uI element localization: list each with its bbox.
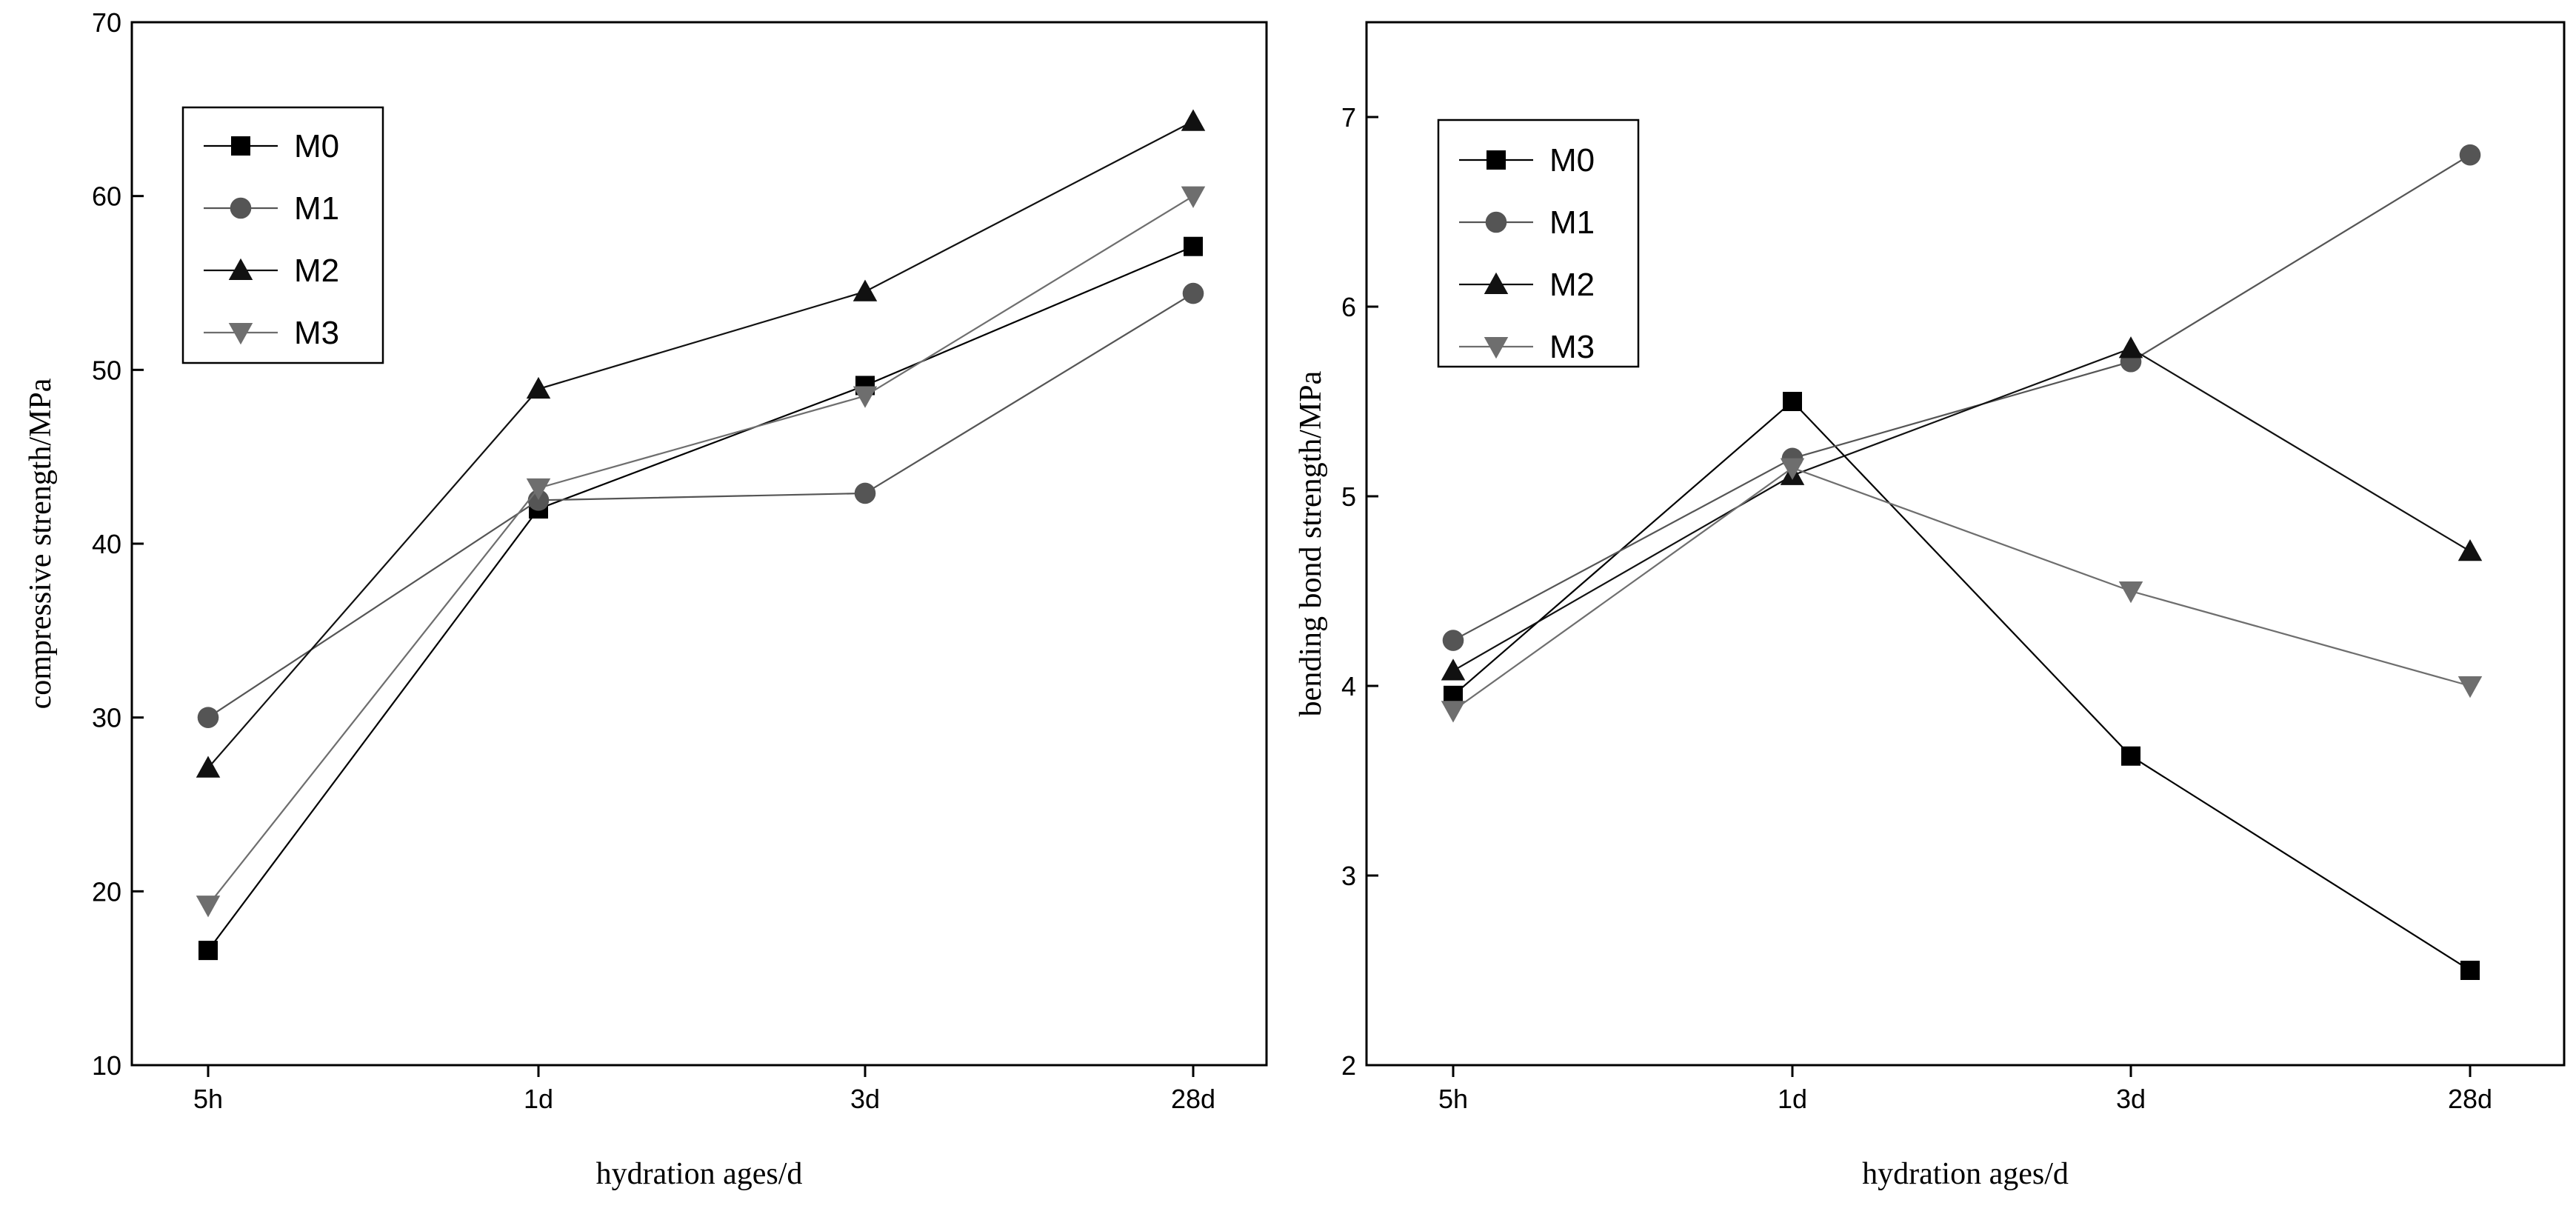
series-M0-point-5h bbox=[198, 941, 218, 961]
y-tick-label-1: 20 bbox=[92, 876, 121, 907]
y-tick-label-3: 5 bbox=[1341, 481, 1356, 512]
series-M0-line bbox=[207, 245, 1194, 951]
y-tick-label-4: 6 bbox=[1341, 292, 1356, 322]
series-M0-point-1d bbox=[1783, 392, 1802, 411]
series-M1-point-28d bbox=[2459, 144, 2481, 166]
series-M0-point-3d bbox=[2121, 746, 2140, 766]
x-tick-label-3: 28d bbox=[2448, 1084, 2492, 1114]
series-M2-line bbox=[207, 120, 1194, 769]
legend-marker-M2 bbox=[1484, 272, 1509, 294]
x-tick-label-3: 28d bbox=[1171, 1084, 1215, 1114]
series-M2-point-1d bbox=[526, 376, 551, 399]
y-tick-label-5: 7 bbox=[1341, 102, 1356, 133]
x-tick-label-2: 3d bbox=[850, 1084, 880, 1114]
y-tick-label-6: 70 bbox=[92, 7, 121, 38]
legend-marker-M0 bbox=[1486, 150, 1506, 170]
chart-1: 10 20 30 40 50 60 70 5h 1d 3d 28d hydration ages/d c… bbox=[24, 7, 1268, 1191]
y-axis-label: bending bond strength/MPa bbox=[1294, 370, 1328, 716]
legend-marker-M3 bbox=[228, 323, 253, 345]
x-axis-label: hydration ages/d bbox=[1862, 1157, 2069, 1191]
series-M3-point-5h bbox=[1441, 701, 1466, 723]
x-tick-label-1: 1d bbox=[524, 1084, 553, 1114]
series-M1-line bbox=[207, 293, 1194, 718]
legend-label-M2: M2 bbox=[294, 253, 339, 289]
series-M3-line bbox=[207, 195, 1194, 906]
legend-label-M2: M2 bbox=[1549, 267, 1595, 303]
series-M3-point-1d bbox=[1780, 458, 1805, 480]
series-M1-point-5h bbox=[197, 707, 219, 728]
y-tick-label-4: 50 bbox=[92, 355, 121, 385]
legend-label-M3: M3 bbox=[294, 315, 339, 351]
series-M1-line bbox=[1452, 154, 2471, 641]
legend-label-M0: M0 bbox=[1549, 142, 1595, 179]
legend-marker-M2 bbox=[228, 258, 253, 280]
series-M3-point-1d bbox=[526, 478, 551, 501]
y-axis-label: compressive strength/MPa bbox=[24, 378, 58, 709]
legend-box bbox=[1437, 119, 1640, 368]
legend-marker-M3 bbox=[1484, 337, 1509, 359]
y-tick-label-5: 60 bbox=[92, 181, 121, 212]
x-tick-label-2: 3d bbox=[2116, 1084, 2146, 1114]
series-M2-line bbox=[1452, 347, 2471, 672]
series-M1-point-28d bbox=[1182, 282, 1204, 304]
y-tick-label-2: 30 bbox=[92, 703, 121, 733]
chart-2: 2 3 4 5 6 7 5h 1d 3d 28d hydration ages/d bending b… bbox=[1294, 21, 2566, 1191]
y-tick-label-0: 2 bbox=[1341, 1050, 1356, 1081]
legend-label-M0: M0 bbox=[294, 128, 339, 164]
y-tick-label-0: 10 bbox=[92, 1050, 121, 1081]
legend-box bbox=[181, 106, 384, 364]
x-tick-label-0: 5h bbox=[1438, 1084, 1468, 1114]
series-M2-point-28d bbox=[2457, 539, 2483, 561]
y-tick-label-2: 4 bbox=[1341, 671, 1356, 701]
series-M0-point-28d bbox=[2460, 961, 2480, 980]
series-M3-point-5h bbox=[196, 896, 221, 918]
series-M0-point-28d bbox=[1184, 236, 1203, 256]
legend-label-M1: M1 bbox=[294, 190, 339, 227]
y-tick-label-3: 40 bbox=[92, 529, 121, 559]
legend-label-M3: M3 bbox=[1549, 329, 1595, 365]
series-M3-point-28d bbox=[1181, 186, 1206, 208]
series-M2-point-5h bbox=[196, 756, 221, 778]
series-M2-point-3d bbox=[2118, 336, 2143, 359]
series-M1-point-3d bbox=[854, 482, 876, 504]
legend: M0 M1 M2 M3 bbox=[181, 106, 384, 364]
series-M1-point-5h bbox=[1442, 630, 1464, 651]
series-M3-point-3d bbox=[2118, 581, 2143, 604]
legend-marker-M1 bbox=[1485, 211, 1507, 233]
chart-2-frame bbox=[1365, 21, 2566, 1067]
legend-marker-M1 bbox=[230, 197, 252, 219]
x-tick-label-1: 1d bbox=[1778, 1084, 1807, 1114]
series-M3-point-3d bbox=[852, 386, 878, 408]
y-tick-label-1: 3 bbox=[1341, 861, 1356, 891]
series-M2-point-3d bbox=[852, 279, 878, 301]
legend-label-M1: M1 bbox=[1549, 204, 1595, 241]
series-M3-line bbox=[1452, 467, 2471, 712]
x-axis-label: hydration ages/d bbox=[596, 1157, 803, 1191]
x-tick-label-0: 5h bbox=[193, 1084, 223, 1114]
series-M2-point-28d bbox=[1181, 109, 1206, 131]
legend: M0 M1 M2 M3 bbox=[1437, 119, 1640, 368]
series-M2-point-5h bbox=[1441, 658, 1466, 681]
series-M3-point-28d bbox=[2457, 676, 2483, 698]
legend-marker-M0 bbox=[231, 136, 250, 156]
series-M0-line bbox=[1452, 400, 2471, 971]
